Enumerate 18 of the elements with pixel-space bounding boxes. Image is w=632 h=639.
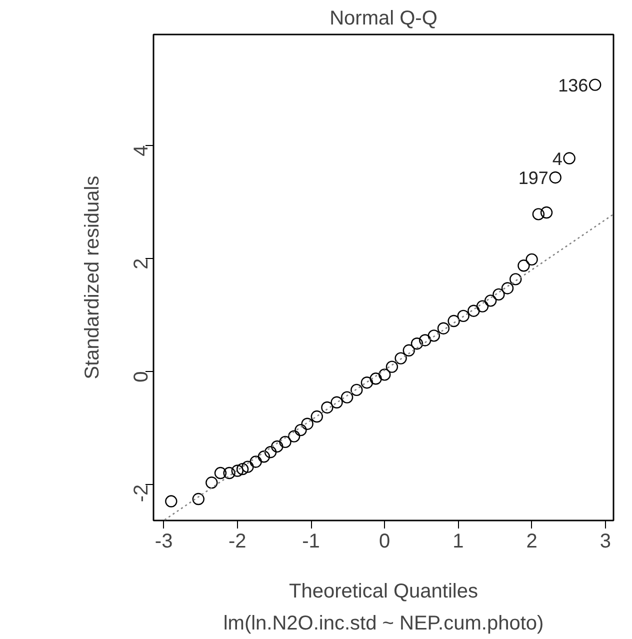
y-tick-label: 2 (130, 258, 152, 270)
x-tick-label: -2 (228, 530, 246, 552)
x-axis-title: Theoretical Quantiles (289, 580, 478, 602)
x-tick-label: 3 (600, 530, 611, 552)
x-tick-label: -3 (154, 530, 173, 552)
x-tick-label: -1 (302, 530, 320, 552)
x-tick-label: 0 (379, 530, 390, 552)
chart-title: Normal Q-Q (330, 8, 438, 30)
text: lm(ln.N2O.inc.std ~ NEP.cum.photo) (223, 612, 544, 634)
x-tick-label: 2 (526, 530, 538, 552)
y-tick-label: 0 (130, 371, 152, 382)
annotation: 4 (552, 148, 562, 169)
y-tick-label: -2 (130, 484, 152, 502)
y-tick-label: 4 (130, 145, 152, 156)
annotation: 197 (518, 168, 548, 188)
x-tick-label: 1 (452, 530, 464, 552)
y-axis-title: Standardized residuals (82, 176, 104, 380)
annotation: 136 (558, 75, 588, 96)
